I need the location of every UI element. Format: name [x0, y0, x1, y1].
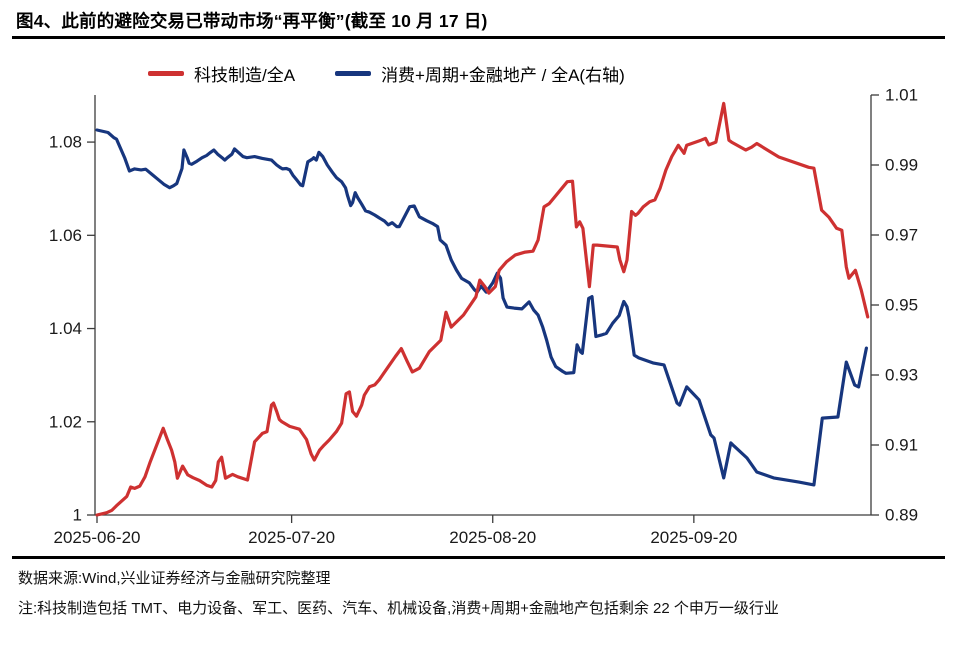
svg-text:1.06: 1.06	[49, 226, 82, 245]
legend-label-tech: 科技制造/全A	[194, 66, 296, 85]
red-line-swatch-icon	[148, 71, 184, 76]
data-source-line: 数据来源:Wind,兴业证券经济与金融研究院整理	[18, 570, 331, 587]
svg-text:1.02: 1.02	[49, 412, 82, 431]
svg-text:1.01: 1.01	[885, 86, 918, 105]
svg-text:2025-07-20: 2025-07-20	[248, 528, 335, 547]
legend-item-tech: 科技制造/全A	[148, 61, 295, 86]
svg-text:0.99: 0.99	[885, 156, 918, 175]
blue-line-swatch-icon	[335, 71, 372, 76]
svg-text:0.95: 0.95	[885, 296, 918, 315]
footer-rule	[12, 556, 945, 559]
svg-text:2025-09-20: 2025-09-20	[650, 528, 737, 547]
page-title: 图4、此前的避险交易已带动市场“再平衡”(截至 10 月 17 日)	[16, 11, 488, 31]
svg-text:0.93: 0.93	[885, 366, 918, 385]
note-line: 注:科技制造包括 TMT、电力设备、军工、医药、汽车、机械设备,消费+周期+金融…	[18, 600, 779, 617]
svg-text:1: 1	[73, 506, 82, 525]
svg-text:0.89: 0.89	[885, 506, 918, 525]
chart-footer: 数据来源:Wind,兴业证券经济与金融研究院整理 注:科技制造包括 TMT、电力…	[18, 564, 936, 623]
svg-text:0.91: 0.91	[885, 436, 918, 455]
svg-text:2025-06-20: 2025-06-20	[54, 528, 141, 547]
title-rule	[12, 36, 945, 39]
chart-legend: 科技制造/全A 消费+周期+金融地产 / 全A(右轴)	[148, 61, 625, 86]
legend-item-consumer: 消费+周期+金融地产 / 全A(右轴)	[335, 61, 625, 86]
svg-text:1.04: 1.04	[49, 319, 82, 338]
svg-text:1.08: 1.08	[49, 133, 82, 152]
svg-text:2025-08-20: 2025-08-20	[449, 528, 536, 547]
legend-label-consumer: 消费+周期+金融地产 / 全A(右轴)	[381, 66, 625, 85]
svg-text:0.97: 0.97	[885, 226, 918, 245]
